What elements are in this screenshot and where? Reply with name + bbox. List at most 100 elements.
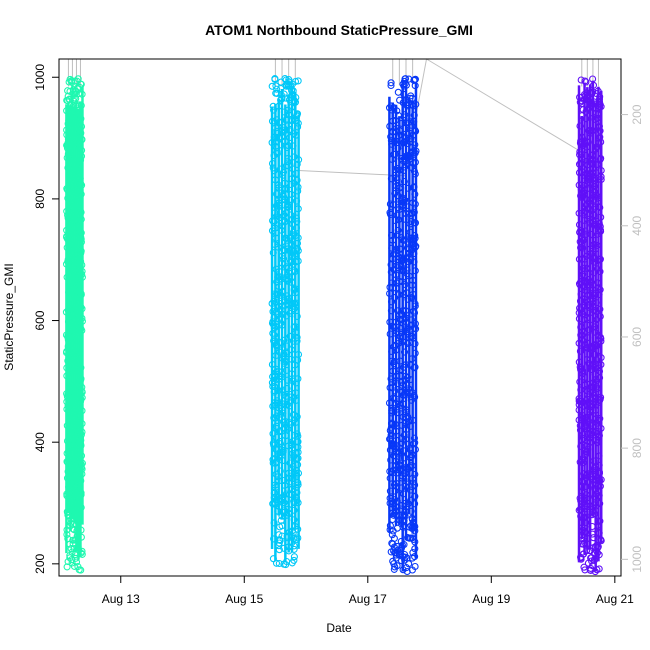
data-point (290, 499, 298, 507)
data-point (275, 315, 283, 323)
data-point (406, 361, 415, 369)
data-point (577, 154, 585, 162)
data-point (401, 163, 409, 171)
data-point (282, 81, 290, 89)
data-point (288, 307, 296, 315)
data-point (402, 372, 410, 380)
data-point (587, 89, 596, 97)
data-point (73, 113, 81, 122)
data-point (76, 305, 84, 313)
data-point (581, 381, 589, 389)
data-point (589, 289, 597, 297)
data-point (389, 236, 397, 244)
data-point (575, 255, 583, 263)
data-point (402, 361, 410, 369)
y-axis: 200 400 600 800 1000 (33, 64, 59, 574)
data-point (269, 555, 277, 563)
data-point (391, 190, 399, 198)
data-point (271, 440, 279, 448)
data-point (576, 494, 584, 502)
data-point (404, 412, 412, 421)
data-point (269, 382, 277, 391)
data-point (280, 350, 288, 358)
data-point (282, 275, 290, 283)
data-point (271, 240, 279, 249)
data-point (292, 258, 300, 266)
data-point (410, 76, 418, 84)
data-point (389, 201, 397, 209)
data-point (579, 459, 587, 467)
data-point (581, 340, 589, 349)
data-point (579, 513, 588, 522)
data-point (293, 217, 301, 226)
data-point (411, 170, 419, 178)
data-point (278, 259, 286, 267)
data-point (393, 562, 401, 570)
data-point (272, 422, 280, 430)
data-point (294, 375, 302, 383)
data-point (386, 487, 394, 495)
data-point (591, 484, 599, 493)
data-point (63, 474, 72, 482)
data-point (285, 469, 293, 477)
data-point (77, 238, 85, 246)
data-point (584, 215, 592, 223)
data-point (582, 396, 590, 404)
data-point (596, 255, 604, 263)
data-point (394, 307, 402, 315)
data-point (397, 378, 405, 387)
data-point (579, 412, 587, 420)
data-point (65, 402, 74, 410)
data-point (271, 134, 279, 142)
data-point (66, 418, 74, 426)
data-point (402, 435, 410, 443)
data-point (591, 375, 599, 384)
data-point (65, 111, 73, 119)
data-point (409, 102, 417, 110)
data-point (390, 481, 398, 489)
data-point (290, 99, 298, 107)
data-point (411, 320, 419, 328)
data-point (287, 180, 295, 189)
data-point (386, 200, 394, 208)
data-point (275, 368, 283, 376)
data-point (269, 217, 277, 225)
data-point (409, 440, 417, 448)
data-point (585, 326, 593, 334)
data-point (596, 203, 604, 212)
data-point (69, 525, 77, 533)
data-point (64, 336, 72, 344)
data-point (63, 144, 72, 152)
data-point (591, 555, 599, 563)
data-point (63, 126, 71, 134)
data-point (577, 192, 585, 200)
data-point (273, 190, 281, 198)
data-point (65, 415, 73, 423)
data-point (270, 519, 278, 527)
data-point (589, 160, 597, 168)
data-point (575, 401, 583, 409)
data-point (397, 131, 405, 139)
data-point (387, 375, 395, 383)
data-point (70, 112, 78, 120)
data-point (403, 339, 412, 347)
data-point (410, 309, 419, 317)
data-point (588, 362, 596, 370)
data-point (280, 108, 288, 116)
data-point (400, 90, 408, 98)
profile-cluster-2 (268, 59, 303, 569)
data-point (575, 406, 583, 414)
data-point (400, 431, 408, 439)
data-point (284, 505, 292, 513)
data-point (595, 422, 603, 430)
data-point (406, 376, 414, 384)
data-point (283, 385, 291, 393)
data-point (587, 366, 595, 374)
data-point (597, 138, 605, 146)
data-point (397, 484, 406, 492)
data-point (587, 554, 595, 562)
data-point (275, 348, 284, 356)
data-point (590, 391, 598, 400)
data-point (277, 372, 285, 380)
